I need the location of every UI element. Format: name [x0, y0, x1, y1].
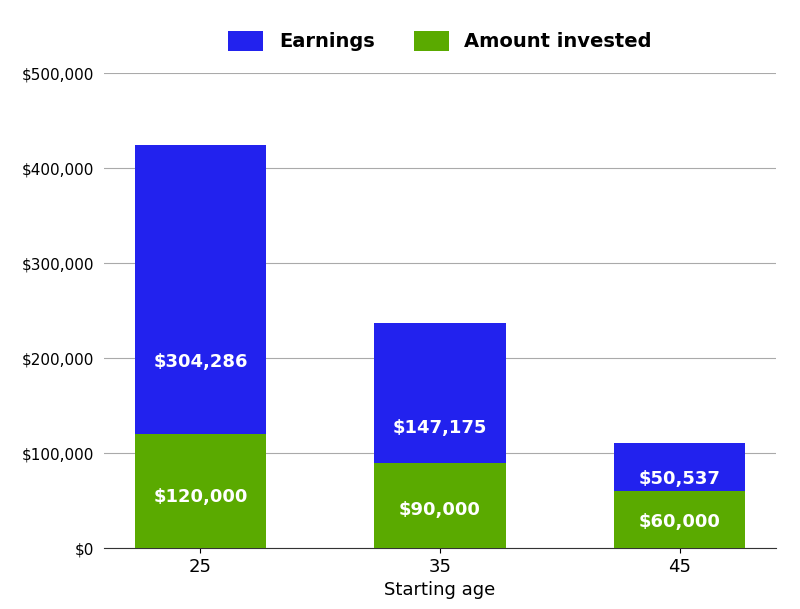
Text: $90,000: $90,000: [399, 501, 481, 519]
Bar: [614, 491, 746, 548]
Bar: [374, 323, 506, 463]
Bar: [134, 434, 266, 548]
Text: $60,000: $60,000: [638, 513, 721, 532]
Legend: Earnings, Amount invested: Earnings, Amount invested: [218, 21, 662, 61]
Text: $304,286: $304,286: [153, 353, 248, 371]
Text: $120,000: $120,000: [154, 488, 248, 506]
Bar: [614, 443, 746, 491]
Text: $147,175: $147,175: [393, 418, 487, 437]
Text: $50,537: $50,537: [638, 470, 721, 488]
X-axis label: Starting age: Starting age: [384, 582, 496, 599]
Bar: [134, 145, 266, 434]
Bar: [374, 463, 506, 548]
